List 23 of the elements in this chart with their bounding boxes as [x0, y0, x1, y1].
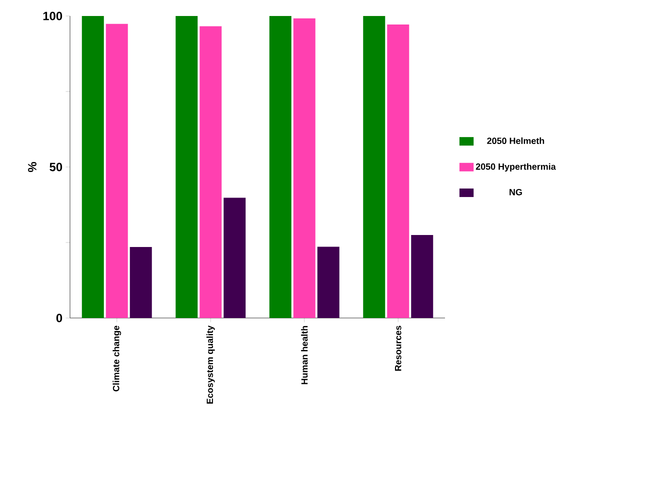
x-tick-label: Climate change — [112, 326, 122, 392]
y-tick-label: 50 — [50, 162, 62, 172]
legend-label: 2050 Helmeth — [487, 137, 544, 144]
bar — [293, 18, 316, 318]
bar — [387, 24, 410, 318]
bar — [200, 26, 222, 318]
bar — [317, 246, 340, 318]
y-axis-title: % — [28, 162, 36, 172]
bar — [269, 16, 292, 318]
bar — [411, 234, 434, 318]
x-tick-label: Ecosystem quality — [206, 326, 215, 404]
bar — [363, 16, 386, 318]
bar — [82, 16, 104, 318]
x-tick-label: Resources — [394, 326, 402, 371]
x-tick-label: Human health — [301, 326, 308, 384]
bar — [130, 247, 152, 318]
bar — [224, 198, 246, 318]
bar — [176, 16, 198, 318]
legend-label: 2050 Hyperthermia — [476, 163, 556, 172]
text: NG — [510, 188, 522, 196]
bar — [106, 24, 128, 318]
y-tick-label: 100 — [43, 12, 62, 20]
y-tick-label: 0 — [56, 314, 62, 322]
